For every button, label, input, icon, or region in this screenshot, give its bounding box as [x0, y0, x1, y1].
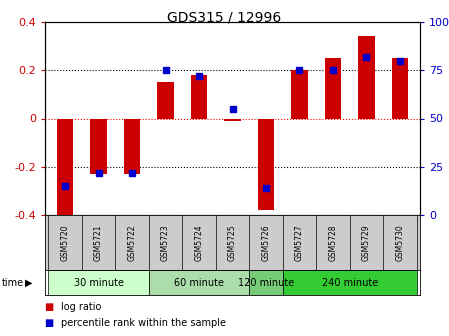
Text: percentile rank within the sample: percentile rank within the sample [61, 318, 226, 328]
Text: GSM5725: GSM5725 [228, 224, 237, 261]
Text: 240 minute: 240 minute [321, 278, 378, 288]
Text: time: time [2, 278, 24, 288]
Bar [392, 58, 408, 119]
Bar [149, 270, 249, 295]
Bar [57, 119, 74, 215]
Text: 30 minute: 30 minute [74, 278, 123, 288]
Text: GSM5723: GSM5723 [161, 224, 170, 261]
Text: GDS315 / 12996: GDS315 / 12996 [167, 10, 282, 24]
Text: GSM5720: GSM5720 [61, 224, 70, 261]
Text: GSM5730: GSM5730 [396, 224, 405, 261]
Text: 120 minute: 120 minute [238, 278, 294, 288]
Bar [224, 119, 241, 121]
Bar [48, 270, 149, 295]
Bar [258, 119, 274, 210]
Text: ▶: ▶ [26, 278, 33, 288]
Text: ■: ■ [45, 302, 57, 312]
Bar [90, 119, 107, 174]
Text: ■: ■ [45, 318, 57, 328]
Bar [283, 270, 417, 295]
Text: GSM5729: GSM5729 [362, 224, 371, 261]
Text: GSM5724: GSM5724 [194, 224, 203, 261]
Bar [191, 75, 207, 119]
Bar [325, 58, 341, 119]
Text: 60 minute: 60 minute [174, 278, 224, 288]
Bar [291, 70, 308, 119]
Bar [249, 270, 283, 295]
Text: GSM5726: GSM5726 [261, 224, 270, 261]
Bar [123, 119, 141, 174]
Text: log ratio: log ratio [61, 302, 101, 312]
Text: GSM5721: GSM5721 [94, 224, 103, 261]
Bar [358, 37, 375, 119]
Text: GSM5727: GSM5727 [295, 224, 304, 261]
Text: GSM5728: GSM5728 [329, 224, 338, 261]
Bar [157, 82, 174, 119]
Text: GSM5722: GSM5722 [128, 224, 136, 261]
